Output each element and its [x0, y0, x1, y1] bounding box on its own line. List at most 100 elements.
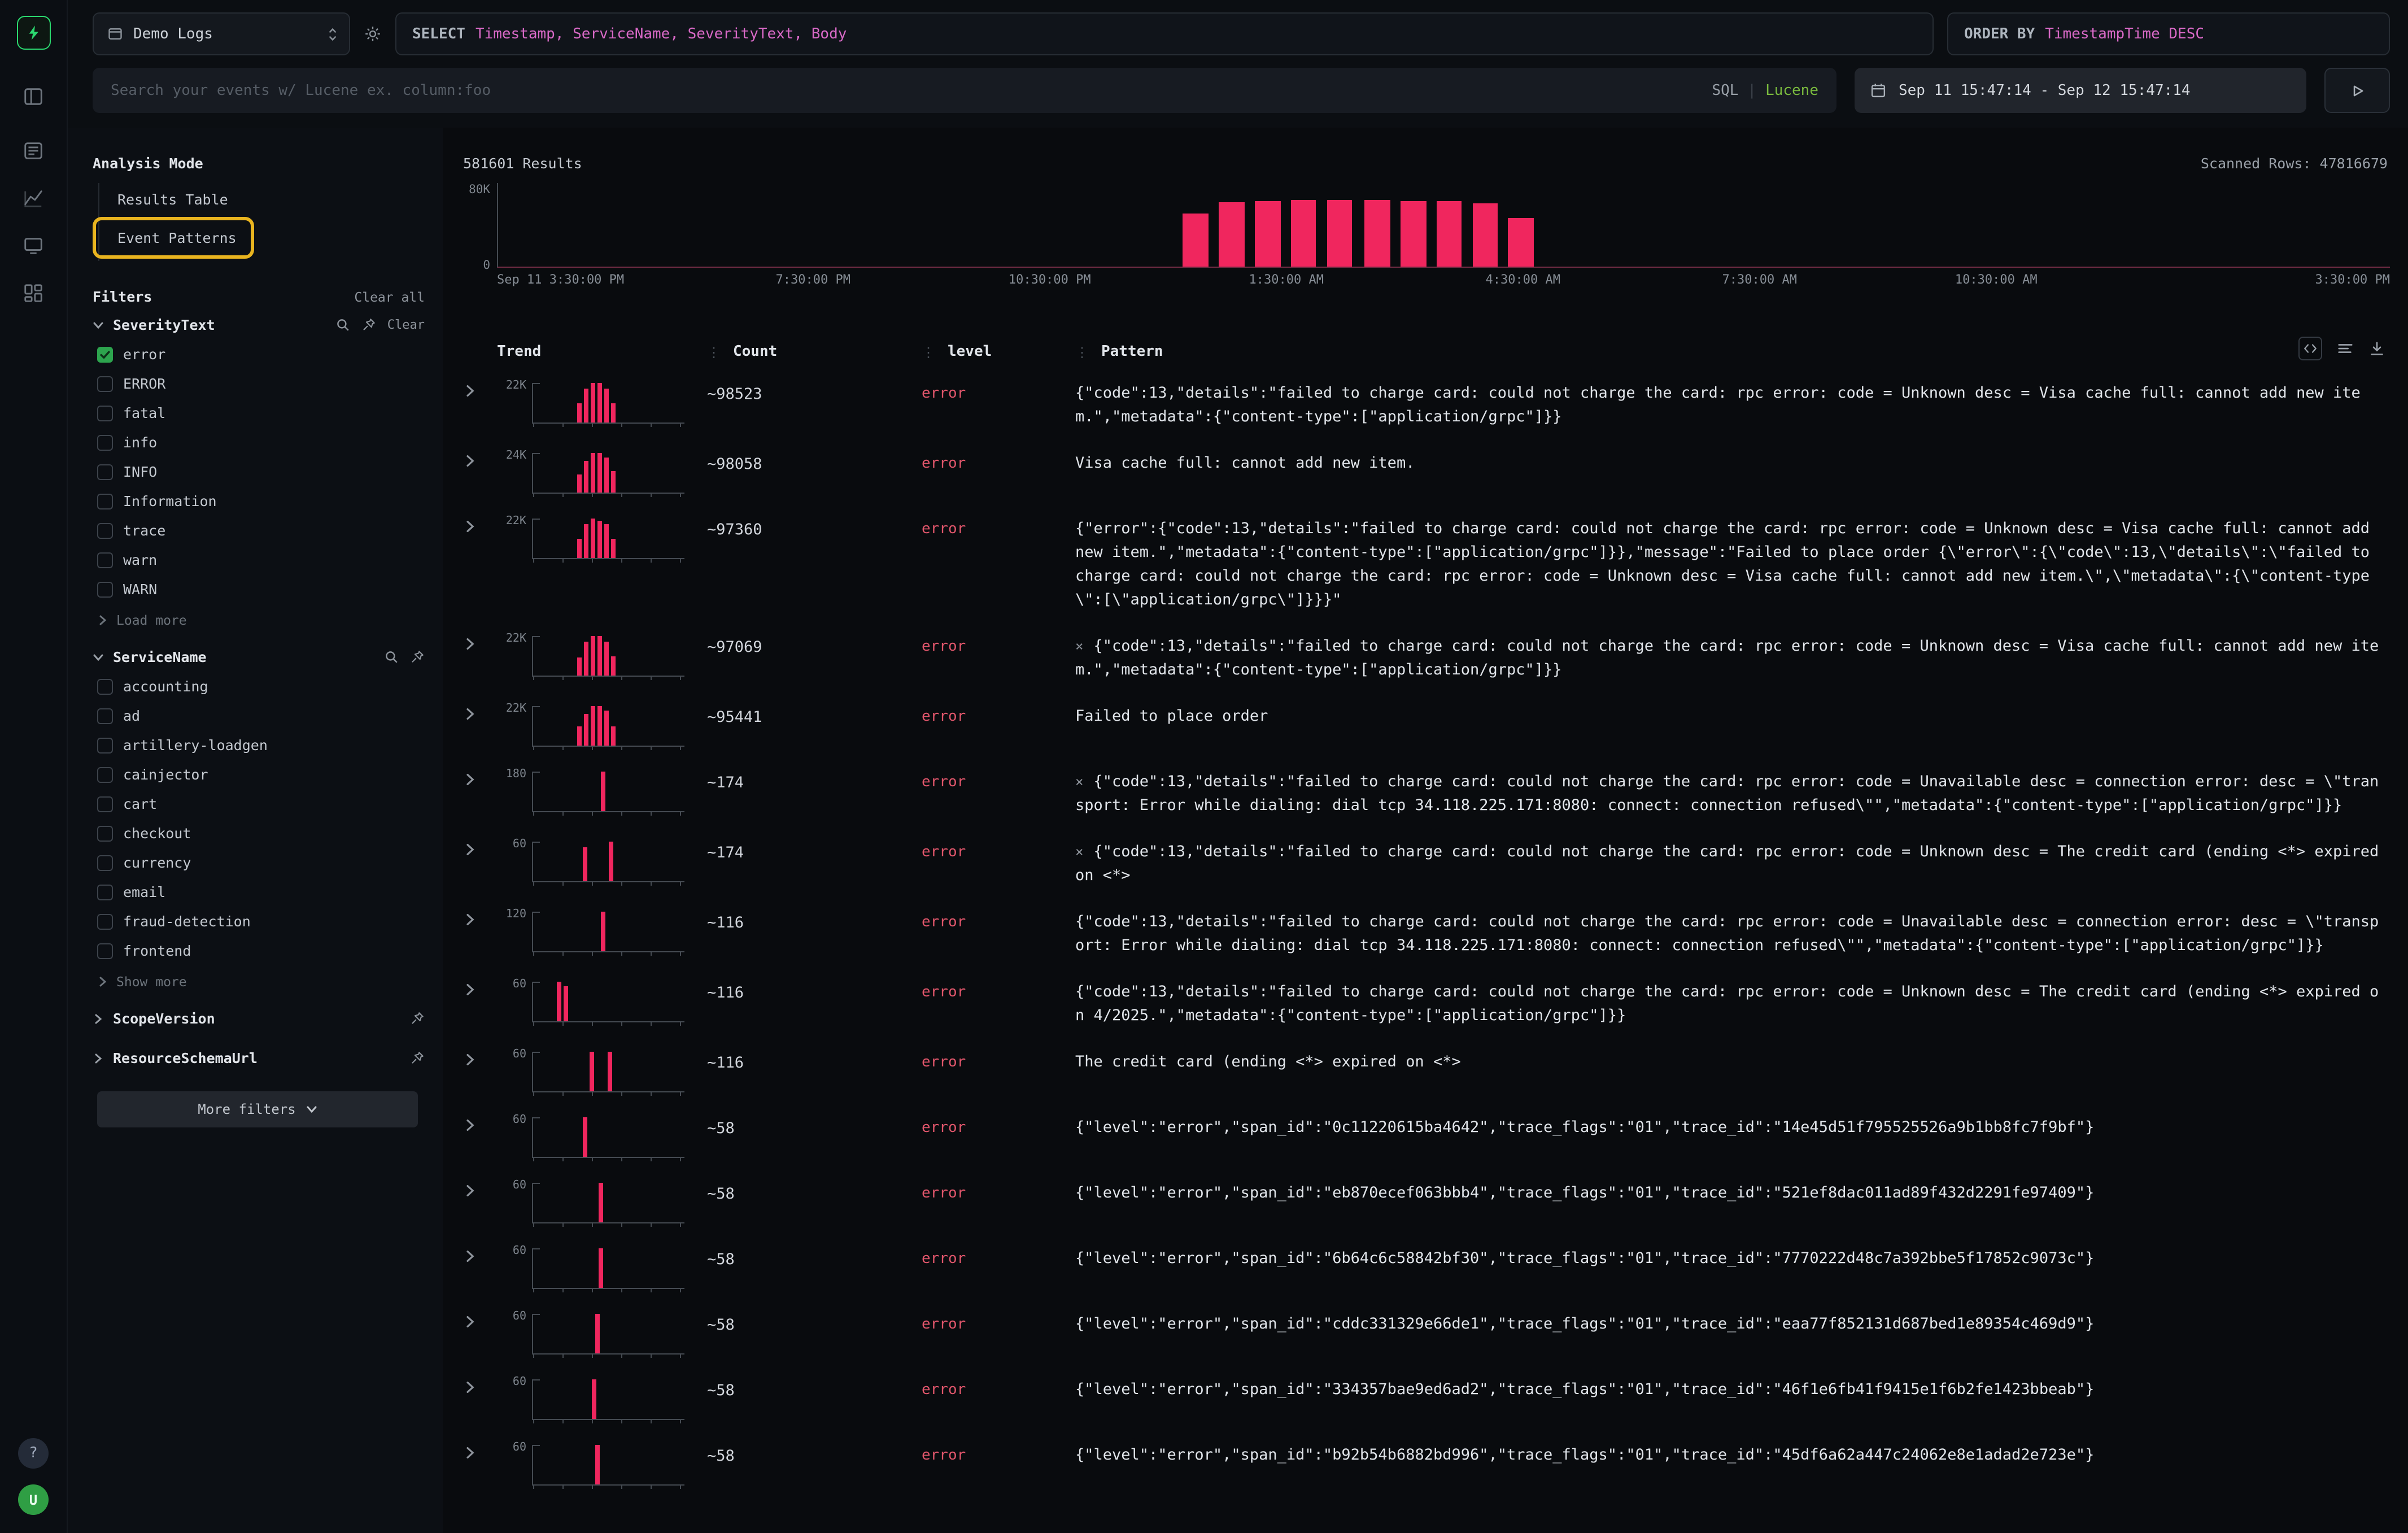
- filter-group-header[interactable]: ServiceName: [93, 648, 427, 665]
- sql-select-input[interactable]: SELECT Timestamp, ServiceName, SeverityT…: [395, 12, 1934, 55]
- histogram-bar[interactable]: [1436, 201, 1462, 267]
- pattern-row[interactable]: 180 ~174 error × {"code":13,"details":"fa…: [454, 758, 2390, 828]
- expand-chevron-icon[interactable]: [463, 1441, 497, 1460]
- download-icon[interactable]: [2368, 340, 2385, 357]
- expand-chevron-icon[interactable]: [463, 1376, 497, 1394]
- pattern-row[interactable]: 60 ~116 error The credit card (ending <*…: [454, 1038, 2390, 1104]
- search-input[interactable]: Search your events w/ Lucene ex. column:…: [93, 68, 1836, 113]
- expand-chevron-icon[interactable]: [463, 703, 497, 721]
- checkbox[interactable]: [97, 855, 113, 870]
- pattern-row[interactable]: 60 ~58 error {"level":"error","span_id":…: [454, 1104, 2390, 1169]
- pattern-row[interactable]: 22K ~97360 error {"error":{"code":13,"de…: [454, 505, 2390, 622]
- filter-option-INFO[interactable]: INFO: [97, 463, 427, 480]
- histogram-bar[interactable]: [1327, 199, 1353, 267]
- checkbox[interactable]: [97, 405, 113, 421]
- histogram-bar[interactable]: [1290, 199, 1316, 267]
- filter-group-header[interactable]: ResourceSchemaUrl: [93, 1049, 427, 1066]
- search-logs-icon[interactable]: [16, 133, 50, 167]
- expand-chevron-icon[interactable]: [463, 1310, 497, 1329]
- chevron-down-icon[interactable]: [93, 651, 104, 663]
- clear-filter-link[interactable]: Clear: [387, 317, 425, 332]
- pattern-row[interactable]: 22K ~98523 error {"code":13,"details":"f…: [454, 369, 2390, 439]
- filter-option-error[interactable]: error: [97, 346, 427, 363]
- histogram-bar[interactable]: [1364, 199, 1390, 267]
- filter-group-header[interactable]: ScopeVersion: [93, 1010, 427, 1027]
- column-grip-icon[interactable]: ⋮: [707, 344, 721, 360]
- app-logo-bolt-icon[interactable]: [16, 16, 50, 50]
- filter-option-frontend[interactable]: frontend: [97, 942, 427, 959]
- filter-option-checkout[interactable]: checkout: [97, 825, 427, 842]
- filter-option-currency[interactable]: currency: [97, 854, 427, 871]
- pin-icon[interactable]: [361, 317, 376, 332]
- pattern-row[interactable]: 60 ~58 error {"level":"error","span_id":…: [454, 1300, 2390, 1366]
- expand-chevron-icon[interactable]: [463, 978, 497, 996]
- pin-icon[interactable]: [410, 1011, 425, 1026]
- source-select[interactable]: Demo Logs: [93, 12, 350, 55]
- checkbox[interactable]: [97, 796, 113, 812]
- filter-option-ERROR[interactable]: ERROR: [97, 375, 427, 392]
- sidebar-panel-icon[interactable]: [16, 79, 50, 113]
- mode-lucene-toggle[interactable]: Lucene: [1765, 82, 1818, 99]
- histogram-bar[interactable]: [1400, 201, 1427, 267]
- checkbox[interactable]: [97, 434, 113, 450]
- checkbox[interactable]: [97, 464, 113, 480]
- checkbox[interactable]: [97, 943, 113, 959]
- expand-chevron-icon[interactable]: [463, 768, 497, 786]
- pattern-row[interactable]: 24K ~98058 error Visa cache full: cannot…: [454, 439, 2390, 505]
- dashboard-grid-icon[interactable]: [16, 276, 50, 310]
- order-by-input[interactable]: ORDER BY TimestampTime DESC: [1947, 12, 2390, 55]
- checkbox[interactable]: [97, 678, 113, 694]
- filter-group-header[interactable]: SeverityText Clear: [93, 316, 427, 333]
- clear-all-link[interactable]: Clear all: [354, 289, 425, 304]
- mode-results-table[interactable]: Results Table: [117, 191, 228, 208]
- more-filters-button[interactable]: More filters: [97, 1091, 418, 1127]
- filter-option-ad[interactable]: ad: [97, 707, 427, 724]
- user-avatar[interactable]: U: [18, 1484, 49, 1515]
- help-button[interactable]: ?: [18, 1438, 49, 1469]
- expand-chevron-icon[interactable]: [463, 380, 497, 398]
- mode-event-patterns[interactable]: Event Patterns: [92, 217, 255, 259]
- expand-chevron-icon[interactable]: [463, 908, 497, 926]
- filter-option-warn[interactable]: warn: [97, 551, 427, 568]
- histogram-bar[interactable]: [1183, 213, 1209, 267]
- pattern-row[interactable]: 60 ~58 error {"level":"error","span_id":…: [454, 1366, 2390, 1431]
- chart-icon[interactable]: [16, 181, 50, 215]
- checkbox[interactable]: [97, 522, 113, 538]
- expand-chevron-icon[interactable]: [463, 450, 497, 468]
- gear-icon[interactable]: [364, 25, 382, 43]
- load-more-link[interactable]: Load more: [97, 612, 427, 628]
- expand-chevron-icon[interactable]: [463, 1179, 497, 1197]
- pattern-row[interactable]: 60 ~58 error {"level":"error","span_id":…: [454, 1169, 2390, 1235]
- search-icon[interactable]: [384, 650, 399, 664]
- filter-option-cart[interactable]: cart: [97, 795, 427, 812]
- expand-chevron-icon[interactable]: [463, 1114, 497, 1132]
- pattern-row[interactable]: 60 ~58 error {"level":"error","span_id":…: [454, 1431, 2390, 1497]
- time-range-picker[interactable]: Sep 11 15:47:14 - Sep 12 15:47:14: [1855, 68, 2306, 113]
- histogram-bar[interactable]: [1472, 203, 1498, 267]
- expand-chevron-icon[interactable]: [463, 633, 497, 651]
- column-settings-icon[interactable]: [2337, 340, 2354, 357]
- header-level[interactable]: ⋮ level: [922, 343, 992, 360]
- checkbox[interactable]: [97, 766, 113, 782]
- chevron-down-icon[interactable]: [93, 319, 104, 330]
- checkbox[interactable]: [97, 708, 113, 724]
- pattern-row[interactable]: 22K ~95441 error Failed to place order: [454, 693, 2390, 758]
- header-count[interactable]: ⋮ Count: [707, 343, 778, 360]
- column-grip-icon[interactable]: ⋮: [922, 344, 935, 360]
- header-pattern[interactable]: ⋮ Pattern: [1075, 343, 1163, 360]
- expand-chevron-icon[interactable]: [463, 1048, 497, 1066]
- filter-option-email[interactable]: email: [97, 883, 427, 900]
- filter-option-accounting[interactable]: accounting: [97, 678, 427, 695]
- expand-chevron-icon[interactable]: [463, 1245, 497, 1263]
- monitor-icon[interactable]: [16, 228, 50, 262]
- load-more-link[interactable]: Show more: [97, 974, 427, 990]
- expand-chevron-icon[interactable]: [463, 515, 497, 533]
- filter-option-info[interactable]: info: [97, 434, 427, 451]
- pattern-row[interactable]: 60 ~116 error {"code":13,"details":"fail…: [454, 968, 2390, 1038]
- checkbox[interactable]: [97, 737, 113, 753]
- checkbox[interactable]: [97, 493, 113, 509]
- checkbox[interactable]: [97, 884, 113, 900]
- run-query-button[interactable]: [2324, 68, 2390, 113]
- histogram-bar[interactable]: [1255, 201, 1281, 267]
- filter-option-fatal[interactable]: fatal: [97, 404, 427, 421]
